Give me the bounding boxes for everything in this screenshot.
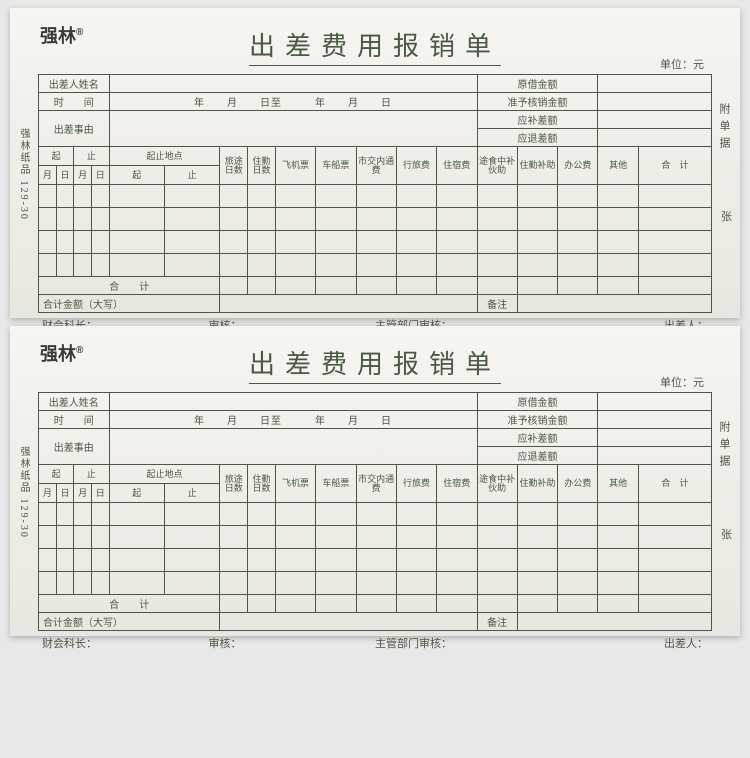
grand-total-field[interactable] <box>220 295 477 313</box>
side-sheet-label: 张 <box>721 526 732 542</box>
signature-row: 财会科长： 审核： 主管部门审核： 出差人： <box>38 635 712 651</box>
time-label: 时 间 <box>39 93 110 111</box>
form-title: 出差费用报销单 <box>249 26 501 66</box>
form-page-1: 强林® 出差费用报销单 单位：元 强林纸品 129-30 附单据 张 出差人姓名… <box>10 8 740 318</box>
col-total: 合 计 <box>638 147 711 185</box>
col-luggage: 行旅费 <box>396 147 436 185</box>
col-stay-subsidy: 住勤补助 <box>517 147 557 185</box>
col-office: 办公费 <box>558 147 598 185</box>
col-travel-days: 旅途日数 <box>220 147 248 185</box>
grand-total-label: 合计金额（大写） <box>39 295 220 313</box>
col-plane: 飞机票 <box>275 147 315 185</box>
original-loan-label: 原借金额 <box>477 75 598 93</box>
table-row[interactable] <box>39 526 712 549</box>
remark-label: 备注 <box>477 295 517 313</box>
col-citytransit: 市交内通费 <box>356 147 396 185</box>
expense-table: 出差人姓名 原借金额 时 间 年 月 日至 年 月 日 准予核销金额 出差事由 … <box>38 74 712 313</box>
supplement-field[interactable] <box>598 111 712 129</box>
form-page-2: 强林® 出差费用报销单 单位：元 强林纸品 129-30 附单据 张 出差人姓名… <box>10 326 740 636</box>
col-trainship: 车船票 <box>316 147 356 185</box>
col-day2: 日 <box>91 166 109 185</box>
subtotal-label: 合 计 <box>39 277 220 295</box>
reason-label: 出差事由 <box>39 111 110 147</box>
remark-field[interactable] <box>517 295 711 313</box>
col-location: 起止地点 <box>109 147 220 166</box>
side-attach-label: 附单据 <box>716 103 732 154</box>
col-other: 其他 <box>598 147 638 185</box>
col-month2: 月 <box>74 166 92 185</box>
approved-write-off-label: 准予核销金额 <box>477 93 598 111</box>
brand-logo: 强林® <box>40 340 83 366</box>
side-code-left: 强林纸品 129-30 <box>16 128 31 221</box>
approved-write-off-field[interactable] <box>598 93 712 111</box>
side-code-left: 强林纸品 129-30 <box>16 446 31 539</box>
refund-label: 应退差额 <box>477 129 598 147</box>
refund-field[interactable] <box>598 129 712 147</box>
traveler-name-label: 出差人姓名 <box>39 75 110 93</box>
col-to: 止 <box>165 166 220 185</box>
table-row[interactable] <box>39 208 712 231</box>
brand-logo: 强林® <box>40 22 83 48</box>
col-day1: 日 <box>56 166 74 185</box>
side-sheet-label: 张 <box>721 208 732 224</box>
col-month1: 月 <box>39 166 57 185</box>
col-meal-subsidy: 途食中补伙助 <box>477 147 517 185</box>
col-from: 起 <box>109 166 164 185</box>
col-end: 止 <box>74 147 109 166</box>
col-lodging: 住宿费 <box>437 147 477 185</box>
reason-field[interactable] <box>109 111 477 147</box>
supplement-label: 应补差额 <box>477 111 598 129</box>
table-row[interactable] <box>39 503 712 526</box>
table-row[interactable] <box>39 231 712 254</box>
table-row[interactable] <box>39 185 712 208</box>
expense-table: 出差人姓名 原借金额 时 间 年 月 日至 年 月 日 准予核销金额 出差事由 … <box>38 392 712 631</box>
traveler-name-field[interactable] <box>109 75 477 93</box>
form-title: 出差费用报销单 <box>249 344 501 384</box>
original-loan-field[interactable] <box>598 75 712 93</box>
col-stay-days: 住勤日数 <box>248 147 276 185</box>
col-start: 起 <box>39 147 74 166</box>
table-row[interactable] <box>39 549 712 572</box>
table-row[interactable] <box>39 254 712 277</box>
date-range-field[interactable]: 年 月 日至 年 月 日 <box>109 93 477 111</box>
table-row[interactable] <box>39 572 712 595</box>
side-attach-label: 附单据 <box>716 421 732 472</box>
